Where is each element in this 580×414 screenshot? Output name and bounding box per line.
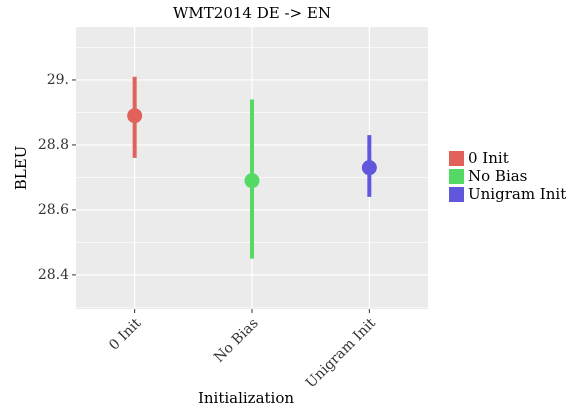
legend-swatch bbox=[449, 151, 464, 166]
legend-label: No Bias bbox=[468, 167, 527, 185]
y-tick-label: 28.4 bbox=[38, 267, 69, 283]
chart-title: WMT2014 DE -> EN bbox=[173, 4, 331, 22]
y-tick-label: 28.8 bbox=[38, 137, 69, 153]
legend-label: Unigram Init bbox=[468, 185, 566, 203]
x-tick-label: No Bias bbox=[211, 315, 262, 366]
point bbox=[127, 108, 143, 124]
y-tick-label: 29. bbox=[47, 72, 69, 88]
legend-swatch bbox=[449, 187, 464, 202]
x-tick-label: Unigram Init bbox=[303, 315, 379, 391]
legend-label: 0 Init bbox=[468, 149, 509, 167]
y-axis-label: BLEU bbox=[12, 146, 30, 191]
x-tick-label: 0 Init bbox=[106, 315, 144, 353]
point bbox=[244, 173, 260, 189]
legend-swatch bbox=[449, 169, 464, 184]
point bbox=[361, 160, 377, 176]
y-tick-label: 28.6 bbox=[38, 202, 69, 218]
x-axis-label: Initialization bbox=[198, 389, 294, 407]
